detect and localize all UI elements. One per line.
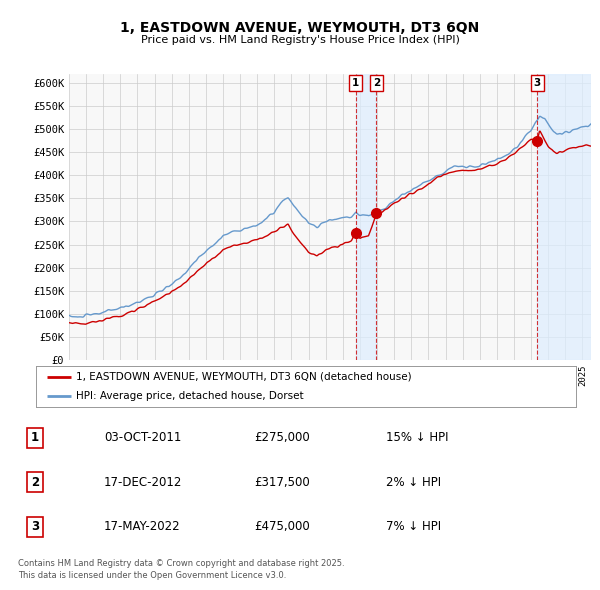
Text: 17-MAY-2022: 17-MAY-2022 <box>104 520 181 533</box>
Text: HPI: Average price, detached house, Dorset: HPI: Average price, detached house, Dors… <box>77 391 304 401</box>
Bar <box>538 74 591 360</box>
Text: 7% ↓ HPI: 7% ↓ HPI <box>386 520 442 533</box>
Text: This data is licensed under the Open Government Licence v3.0.: This data is licensed under the Open Gov… <box>18 571 286 579</box>
Text: £275,000: £275,000 <box>254 431 310 444</box>
Text: 3: 3 <box>31 520 39 533</box>
Text: 2: 2 <box>31 476 39 489</box>
Text: 2% ↓ HPI: 2% ↓ HPI <box>386 476 442 489</box>
Text: 3: 3 <box>534 78 541 88</box>
Text: 1, EASTDOWN AVENUE, WEYMOUTH, DT3 6QN (detached house): 1, EASTDOWN AVENUE, WEYMOUTH, DT3 6QN (d… <box>77 372 412 382</box>
Text: Contains HM Land Registry data © Crown copyright and database right 2025.: Contains HM Land Registry data © Crown c… <box>18 559 344 568</box>
Text: £317,500: £317,500 <box>254 476 310 489</box>
Text: 1: 1 <box>352 78 359 88</box>
Text: £475,000: £475,000 <box>254 520 310 533</box>
Text: 15% ↓ HPI: 15% ↓ HPI <box>386 431 449 444</box>
Text: 1, EASTDOWN AVENUE, WEYMOUTH, DT3 6QN: 1, EASTDOWN AVENUE, WEYMOUTH, DT3 6QN <box>121 21 479 35</box>
Text: 1: 1 <box>31 431 39 444</box>
Text: 03-OCT-2011: 03-OCT-2011 <box>104 431 182 444</box>
Bar <box>356 74 376 360</box>
Text: 2: 2 <box>373 78 380 88</box>
Text: 17-DEC-2012: 17-DEC-2012 <box>104 476 182 489</box>
Text: Price paid vs. HM Land Registry's House Price Index (HPI): Price paid vs. HM Land Registry's House … <box>140 35 460 45</box>
